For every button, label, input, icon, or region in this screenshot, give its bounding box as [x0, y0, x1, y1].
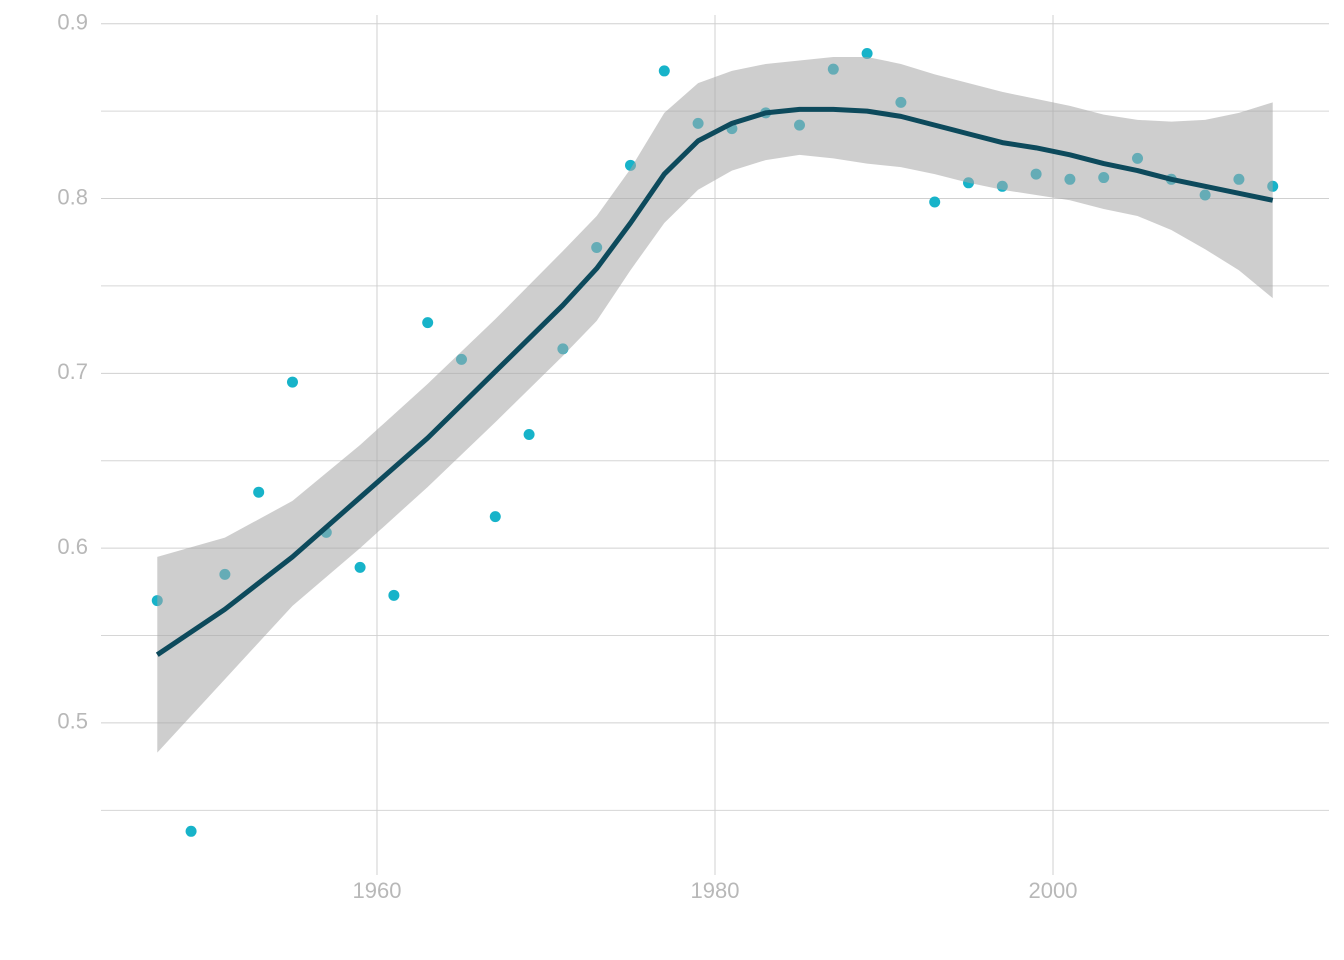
confidence-band [157, 56, 1273, 753]
data-point [286, 376, 298, 388]
data-point [422, 317, 434, 329]
data-point [354, 561, 366, 573]
y-tick-label: 0.5 [57, 709, 88, 734]
x-tick-label: 1980 [691, 878, 740, 903]
y-tick-label: 0.9 [57, 10, 88, 35]
y-tick-label: 0.7 [57, 359, 88, 384]
data-point [388, 589, 400, 601]
data-point [489, 511, 501, 523]
data-point [861, 47, 873, 59]
x-tick-label: 1960 [353, 878, 402, 903]
smooth-line [155, 106, 1274, 657]
data-point [523, 429, 535, 441]
data-point [253, 486, 265, 498]
data-point [185, 825, 197, 837]
data-point [929, 196, 941, 208]
data-point [658, 65, 670, 77]
y-tick-label: 0.6 [57, 534, 88, 559]
y-tick-label: 0.8 [57, 184, 88, 209]
x-tick-label: 2000 [1029, 878, 1078, 903]
